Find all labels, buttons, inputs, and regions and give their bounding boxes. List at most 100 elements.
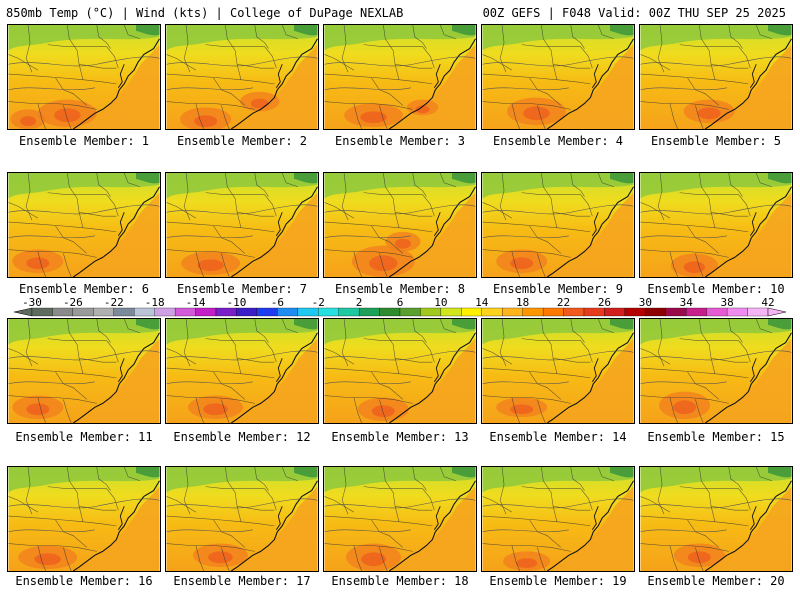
colorbar-segment	[215, 307, 237, 317]
colorbar-segment	[236, 307, 258, 317]
colorbar-tick-label: 14	[475, 296, 489, 309]
colorbar-tick-label: 42	[761, 296, 775, 309]
colorbar-tick-label: 26	[597, 296, 612, 309]
colorbar-tick-label: 6	[396, 296, 404, 309]
colorbar-segment	[318, 307, 339, 317]
ensemble-panel	[7, 24, 161, 130]
colorbar-segment	[113, 307, 135, 317]
colorbar-segment	[563, 307, 585, 317]
colorbar-segment	[583, 307, 605, 317]
colorbar-segment	[72, 307, 94, 317]
colorbar-segment	[420, 307, 442, 317]
colorbar-segment	[277, 307, 298, 317]
colorbar-tick-label: 10	[434, 296, 448, 309]
ensemble-member-label: Ensemble Member: 13	[331, 430, 469, 444]
colorbar-segment	[379, 307, 401, 317]
ensemble-member-label: Ensemble Member: 11	[15, 430, 153, 444]
colorbar-segment	[31, 307, 53, 317]
colorbar-arrow-high	[767, 307, 787, 317]
colorbar-tick-label: -6	[270, 296, 284, 309]
temperature-map	[323, 172, 477, 278]
temperature-map	[323, 318, 477, 424]
colorbar-tick-label: 2	[355, 296, 363, 309]
colorbar-tick-label: -26	[62, 296, 83, 309]
ensemble-panel	[639, 466, 793, 572]
ensemble-panel	[639, 172, 793, 278]
colorbar-segment	[195, 307, 217, 317]
temperature-map	[481, 466, 635, 572]
ensemble-member-label: Ensemble Member: 5	[650, 134, 782, 148]
colorbar-segment	[297, 307, 319, 317]
ensemble-panel	[7, 172, 161, 278]
temperature-map	[481, 172, 635, 278]
colorbar-segment	[706, 307, 728, 317]
temperature-map	[165, 24, 319, 130]
temperature-map	[165, 466, 319, 572]
temperature-colorbar	[13, 307, 787, 317]
colorbar-segment	[358, 307, 380, 317]
colorbar-segment	[542, 307, 564, 317]
ensemble-panel	[481, 318, 635, 424]
ensemble-member-label: Ensemble Member: 16	[15, 574, 153, 588]
ensemble-panel	[323, 172, 477, 278]
temperature-map	[323, 24, 477, 130]
colorbar-segment	[686, 307, 707, 317]
ensemble-member-label: Ensemble Member: 1	[18, 134, 150, 148]
colorbar-segment	[338, 307, 360, 317]
temperature-map	[639, 172, 793, 278]
ensemble-panel	[639, 24, 793, 130]
ensemble-member-label: Ensemble Member: 3	[334, 134, 466, 148]
ensemble-member-label: Ensemble Member: 6	[18, 282, 150, 296]
colorbar-segment	[645, 307, 666, 317]
colorbar-segment	[93, 307, 114, 317]
colorbar-tick-label: 30	[638, 296, 652, 309]
colorbar-segment	[134, 307, 155, 317]
ensemble-panel	[7, 318, 161, 424]
colorbar-segment	[522, 307, 544, 317]
map-title: 850mb Temp (°C) | Wind (kts) | College o…	[6, 6, 404, 20]
ensemble-member-label: Ensemble Member: 20	[647, 574, 785, 588]
colorbar-tick-label: 22	[556, 296, 571, 309]
ensemble-member-label: Ensemble Member: 2	[176, 134, 308, 148]
colorbar-segment	[174, 307, 196, 317]
ensemble-member-label: Ensemble Member: 9	[492, 282, 624, 296]
ensemble-panel	[165, 466, 319, 572]
colorbar-tick-label: -10	[226, 296, 247, 309]
colorbar-segment	[440, 307, 462, 317]
colorbar-segment	[726, 307, 748, 317]
colorbar-segment	[52, 307, 74, 317]
ensemble-panel	[165, 24, 319, 130]
ensemble-panel	[323, 24, 477, 130]
ensemble-panel	[481, 172, 635, 278]
ensemble-member-label: Ensemble Member: 17	[173, 574, 311, 588]
colorbar-segment	[256, 307, 278, 317]
colorbar-segment	[154, 307, 176, 317]
ensemble-member-label: Ensemble Member: 15	[647, 430, 785, 444]
ensemble-member-label: Ensemble Member: 8	[334, 282, 466, 296]
ensemble-member-label: Ensemble Member: 10	[647, 282, 785, 296]
colorbar-tick-label: -30	[22, 296, 42, 309]
ensemble-panel	[323, 466, 477, 572]
colorbar-segment	[399, 307, 421, 317]
temperature-map	[7, 172, 161, 278]
ensemble-member-label: Ensemble Member: 14	[489, 430, 627, 444]
ensemble-member-label: Ensemble Member: 4	[492, 134, 624, 148]
colorbar-segment	[665, 307, 687, 317]
temperature-map	[639, 24, 793, 130]
ensemble-member-label: Ensemble Member: 12	[173, 430, 311, 444]
temperature-map	[323, 466, 477, 572]
temperature-map	[481, 318, 635, 424]
ensemble-panel	[481, 466, 635, 572]
model-run-valid-time: 00Z GEFS | F048 Valid: 00Z THU SEP 25 20…	[482, 6, 786, 20]
temperature-map	[165, 318, 319, 424]
colorbar-segment	[624, 307, 646, 317]
ensemble-member-label: Ensemble Member: 18	[331, 574, 469, 588]
colorbar-tick-label: 34	[679, 296, 693, 309]
colorbar-segment	[461, 307, 482, 317]
colorbar-tick-label: -2	[311, 296, 325, 309]
temperature-map	[639, 318, 793, 424]
ensemble-member-label: Ensemble Member: 7	[176, 282, 308, 296]
temperature-map	[7, 24, 161, 130]
ensemble-panel	[323, 318, 477, 424]
ensemble-panel	[481, 24, 635, 130]
